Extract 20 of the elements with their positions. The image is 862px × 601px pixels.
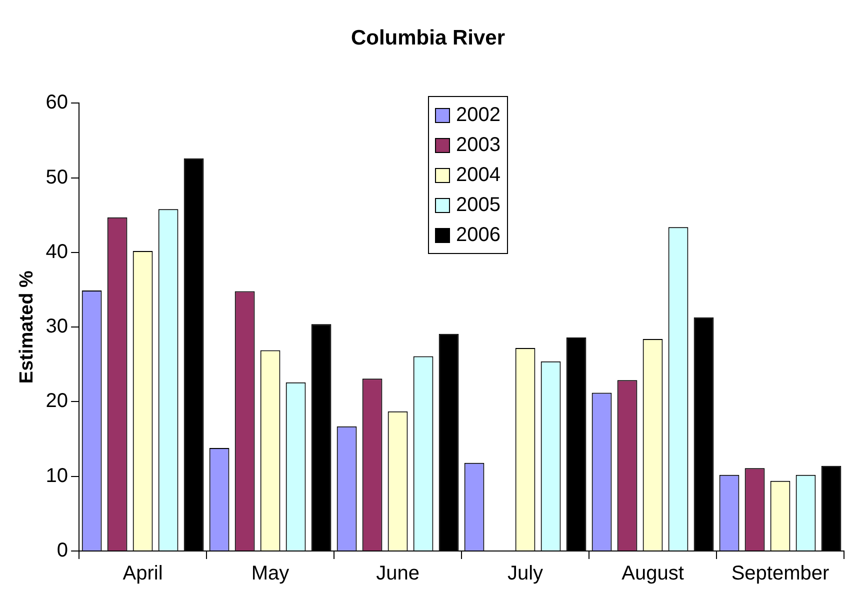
x-tick-label: September xyxy=(731,562,830,585)
x-tick-label: May xyxy=(251,562,290,585)
y-tick-label: 30 xyxy=(46,316,68,338)
y-tick-label: 40 xyxy=(46,240,68,263)
legend-label: 2004 xyxy=(456,164,500,186)
x-tick-label: August xyxy=(622,562,684,585)
y-axis-title: Estimated % xyxy=(16,270,38,384)
legend-label: 2006 xyxy=(456,224,500,246)
y-tick-label: 60 xyxy=(46,92,68,114)
x-tick-label: April xyxy=(122,562,163,585)
legend-label: 2002 xyxy=(456,104,500,126)
legend-label: 2005 xyxy=(456,194,500,216)
y-tick-label: 20 xyxy=(46,390,68,412)
y-tick-label: 0 xyxy=(56,540,68,562)
y-tick-label: 10 xyxy=(46,464,68,487)
x-tick-label: July xyxy=(507,562,544,585)
chart-title: Columbia River xyxy=(350,26,506,50)
x-tick-label: June xyxy=(376,562,420,585)
legend-label: 2003 xyxy=(456,134,500,156)
y-tick-label: 50 xyxy=(46,166,68,188)
